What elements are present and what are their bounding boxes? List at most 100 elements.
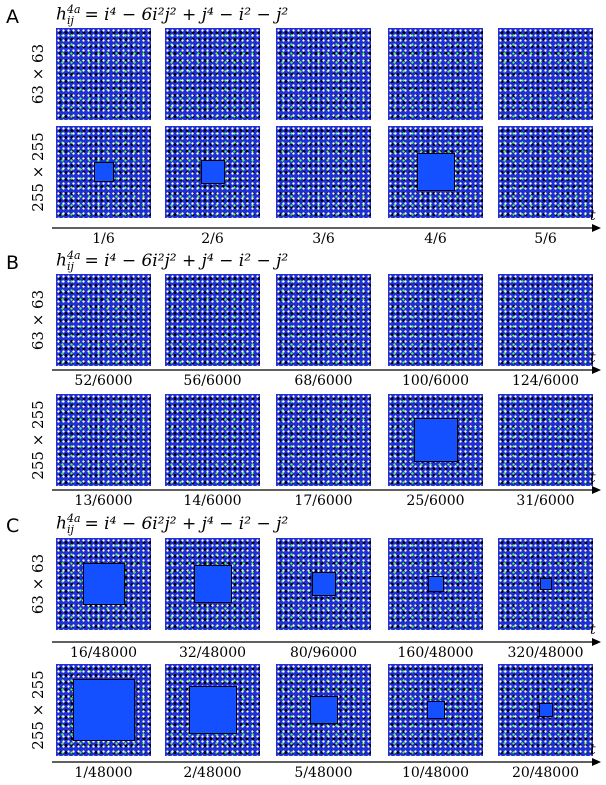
pattern-image bbox=[56, 126, 151, 218]
pattern-image bbox=[276, 394, 371, 486]
row-label: 63 × 63 bbox=[29, 43, 47, 105]
pattern-core bbox=[82, 563, 125, 605]
pattern-image bbox=[498, 394, 593, 486]
axis-label: t bbox=[590, 350, 596, 366]
time-label: 124/6000 bbox=[511, 373, 580, 389]
pattern-image bbox=[276, 28, 371, 120]
time-label: 5/6 bbox=[534, 231, 557, 247]
pattern-image bbox=[165, 664, 260, 756]
pattern-image bbox=[165, 28, 260, 120]
time-label: 3/6 bbox=[312, 231, 335, 247]
pattern-image bbox=[165, 538, 260, 630]
time-label: 1/6 bbox=[92, 231, 115, 247]
pattern-image bbox=[165, 394, 260, 486]
pattern-core bbox=[311, 572, 336, 596]
time-label: 32/48000 bbox=[178, 645, 247, 661]
formula-rhs: = i⁴ − 6i²j² + j⁴ − i² − j² bbox=[84, 4, 289, 25]
row-label: 63 × 63 bbox=[29, 289, 47, 351]
time-label: 56/6000 bbox=[183, 373, 242, 389]
formula-sup: 4a bbox=[66, 249, 81, 262]
time-axis bbox=[52, 486, 601, 494]
formula-scripts: 4a ij bbox=[67, 513, 81, 535]
formula-sub: ij bbox=[66, 260, 74, 273]
pattern-core bbox=[200, 160, 225, 184]
formula-base: h bbox=[56, 513, 67, 534]
formula-sup: 4a bbox=[66, 3, 81, 16]
formula-scripts: 4a ij bbox=[67, 4, 81, 26]
pattern-core bbox=[413, 418, 458, 462]
time-label: 68/6000 bbox=[294, 373, 353, 389]
time-label: 2/6 bbox=[201, 231, 224, 247]
pattern-core bbox=[193, 565, 232, 603]
pattern-image bbox=[388, 274, 483, 366]
panel-letter: C bbox=[6, 515, 20, 537]
time-label: 5/48000 bbox=[294, 765, 353, 781]
time-label: 14/6000 bbox=[183, 493, 242, 509]
time-axis bbox=[52, 758, 601, 766]
panel-letter: A bbox=[6, 6, 19, 28]
pattern-image bbox=[498, 538, 593, 630]
time-label: 100/6000 bbox=[401, 373, 470, 389]
formula-sup: 4a bbox=[66, 512, 81, 525]
pattern-image bbox=[276, 664, 371, 756]
pattern-image bbox=[56, 274, 151, 366]
time-label: 16/48000 bbox=[69, 645, 138, 661]
pattern-core bbox=[427, 576, 444, 592]
time-label: 320/48000 bbox=[507, 645, 584, 661]
axis-label: t bbox=[590, 470, 596, 486]
time-label: 25/6000 bbox=[406, 493, 465, 509]
time-label: 80/96000 bbox=[289, 645, 358, 661]
time-label: 52/6000 bbox=[74, 373, 133, 389]
formula: h 4a ij = i⁴ − 6i²j² + j⁴ − i² − j² bbox=[56, 4, 288, 26]
pattern-image bbox=[165, 126, 260, 218]
time-label: 20/48000 bbox=[511, 765, 580, 781]
pattern-image bbox=[388, 126, 483, 218]
row-label: 255 × 255 bbox=[29, 400, 47, 480]
pattern-image bbox=[276, 538, 371, 630]
pattern-image bbox=[56, 394, 151, 486]
pattern-core bbox=[539, 578, 552, 590]
pattern-image bbox=[388, 664, 483, 756]
time-axis bbox=[52, 224, 601, 232]
formula-sub: ij bbox=[66, 523, 74, 536]
pattern-image bbox=[388, 28, 483, 120]
pattern-image bbox=[56, 28, 151, 120]
axis-label: t bbox=[590, 208, 596, 224]
row-label: 255 × 255 bbox=[29, 132, 47, 212]
pattern-core bbox=[93, 162, 114, 182]
panel-letter: B bbox=[6, 252, 20, 274]
pattern-core bbox=[188, 686, 237, 734]
pattern-image bbox=[276, 126, 371, 218]
time-label: 10/48000 bbox=[401, 765, 470, 781]
row-label: 63 × 63 bbox=[29, 553, 47, 615]
time-label: 160/48000 bbox=[397, 645, 474, 661]
row-label: 255 × 255 bbox=[29, 670, 47, 750]
formula-sub: ij bbox=[66, 14, 74, 27]
pattern-core bbox=[426, 701, 445, 719]
time-label: 13/6000 bbox=[74, 493, 133, 509]
pattern-core bbox=[416, 153, 455, 191]
pattern-image bbox=[165, 274, 260, 366]
axis-label: t bbox=[590, 742, 596, 758]
pattern-image bbox=[498, 28, 593, 120]
pattern-core bbox=[538, 703, 553, 717]
pattern-image bbox=[56, 538, 151, 630]
formula-base: h bbox=[56, 250, 67, 271]
formula-scripts: 4a ij bbox=[67, 250, 81, 272]
formula-rhs: = i⁴ − 6i²j² + j⁴ − i² − j² bbox=[84, 250, 289, 271]
pattern-image bbox=[498, 664, 593, 756]
pattern-core bbox=[72, 679, 135, 741]
time-axis bbox=[52, 638, 601, 646]
time-label: 2/48000 bbox=[183, 765, 242, 781]
pattern-image bbox=[498, 274, 593, 366]
time-label: 31/6000 bbox=[516, 493, 575, 509]
pattern-image bbox=[56, 664, 151, 756]
time-label: 1/48000 bbox=[74, 765, 133, 781]
axis-label: t bbox=[590, 622, 596, 638]
pattern-core bbox=[309, 696, 338, 724]
pattern-image bbox=[388, 394, 483, 486]
formula: h 4a ij = i⁴ − 6i²j² + j⁴ − i² − j² bbox=[56, 250, 288, 272]
time-axis bbox=[52, 366, 601, 374]
time-label: 4/6 bbox=[424, 231, 447, 247]
